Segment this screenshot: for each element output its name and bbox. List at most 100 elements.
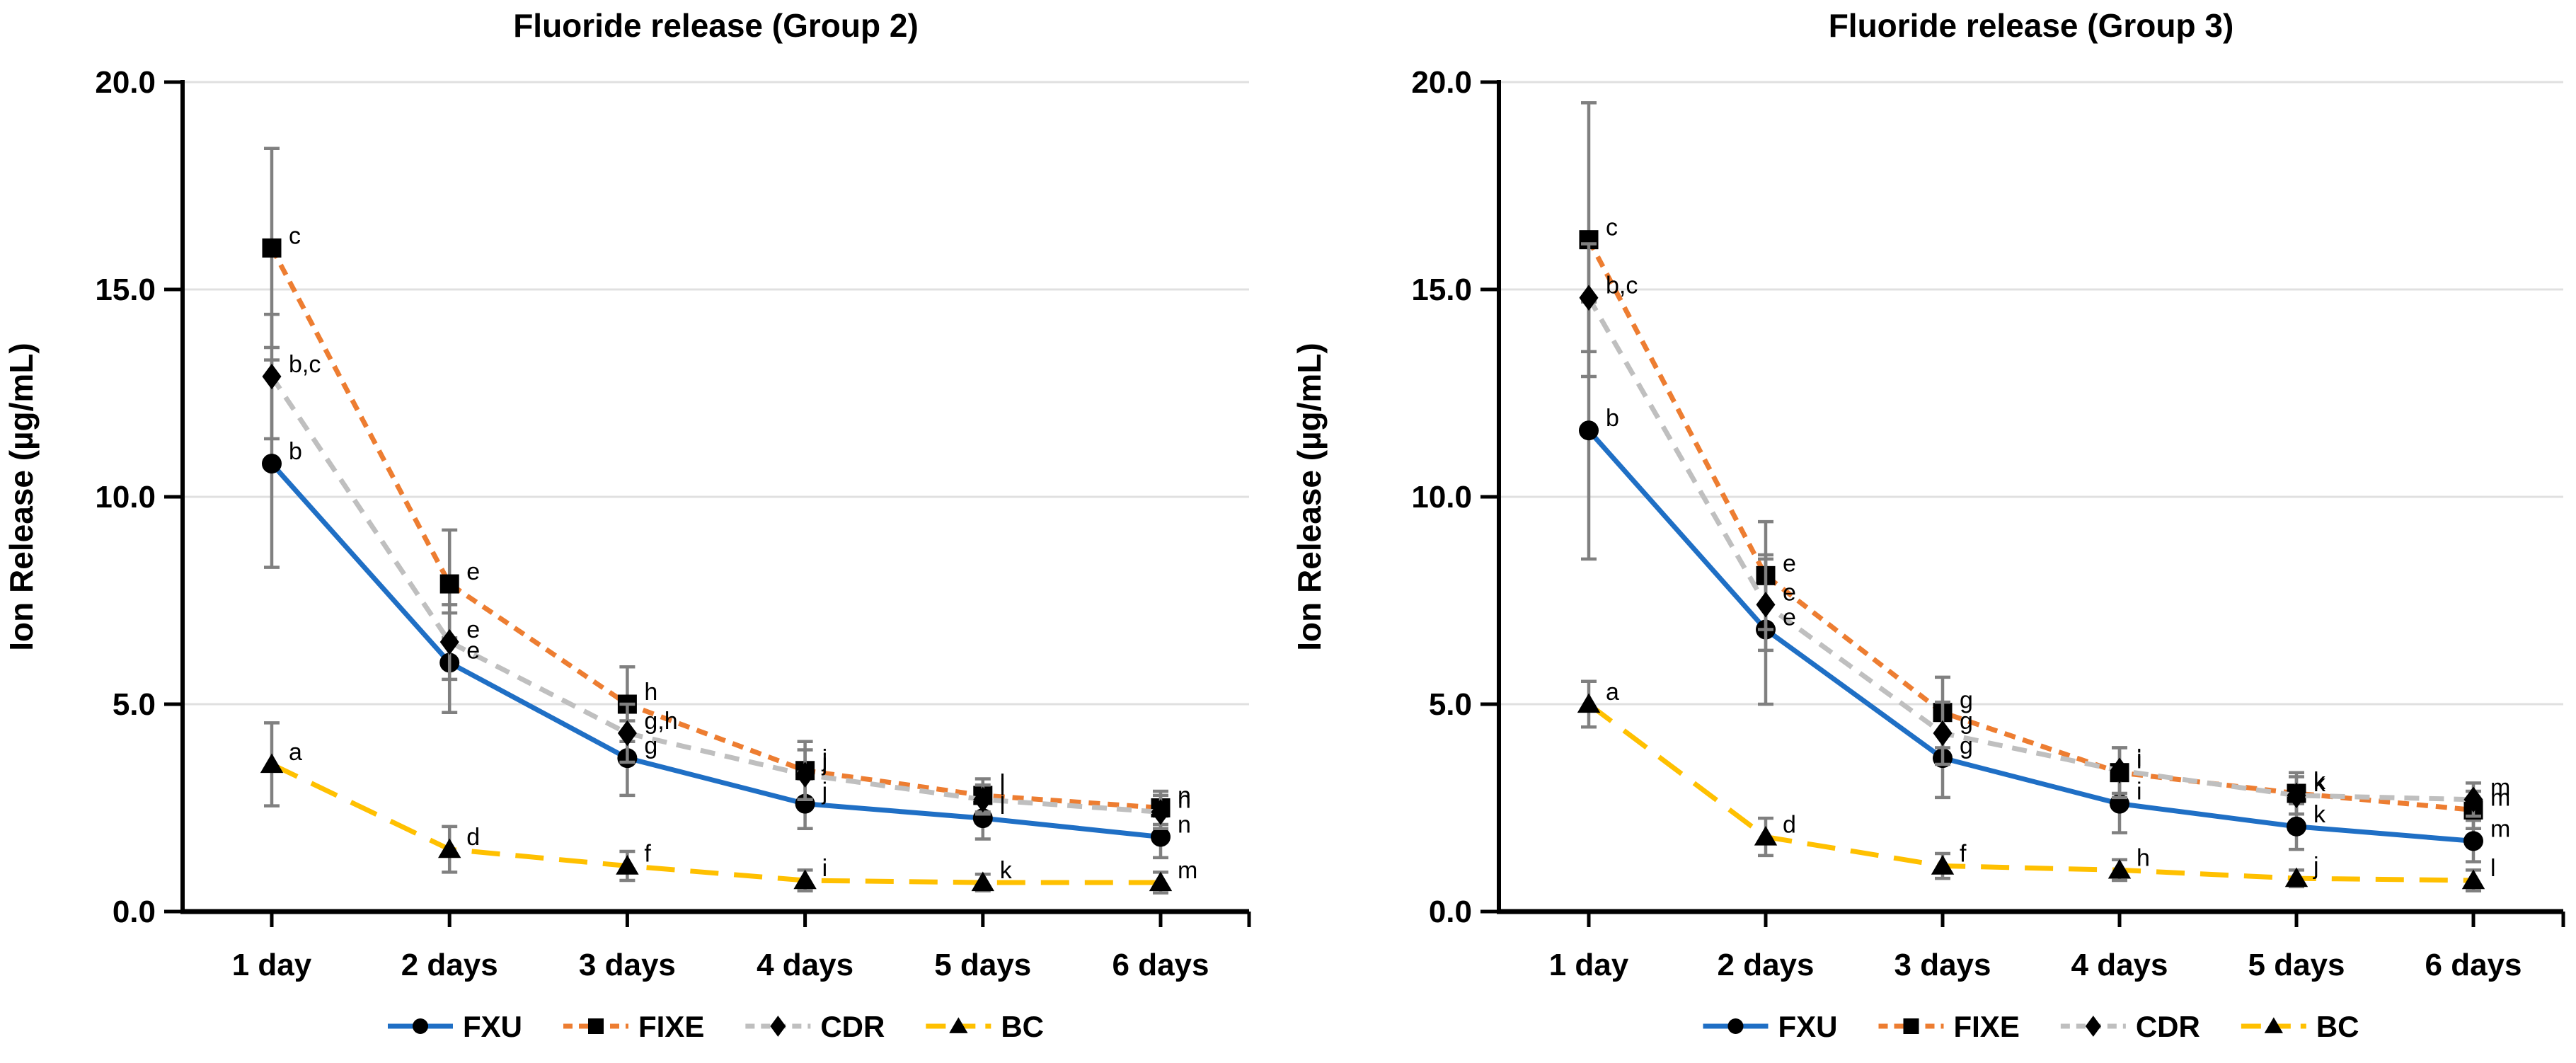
point-label: e	[466, 558, 480, 585]
point-label: l	[1000, 793, 1006, 820]
point-label: g	[1960, 708, 1973, 735]
legend-marker-diamond	[770, 1016, 786, 1037]
y-tick-label: 15.0	[1411, 272, 1472, 307]
point-label: g,h	[644, 708, 677, 735]
data-point-marker-cdr	[2287, 782, 2306, 809]
y-tick-label: 10.0	[1411, 480, 1472, 515]
point-label: j	[822, 745, 828, 772]
point-label: g	[644, 732, 657, 759]
y-tick-label: 5.0	[113, 687, 156, 722]
legend-label: FIXE	[638, 1010, 704, 1043]
point-label: f	[644, 841, 651, 868]
legend-item-bc: BC	[926, 1010, 1044, 1043]
data-point-marker-bc	[2108, 858, 2132, 879]
legend-marker-square	[587, 1018, 604, 1034]
data-point-marker-cdr	[1933, 720, 1953, 747]
x-tick-label: 3 days	[1894, 948, 1991, 982]
data-point-marker-fxu	[262, 454, 282, 474]
point-label: j	[2313, 853, 2319, 880]
point-label: i	[822, 855, 828, 882]
data-point-marker-cdr	[2110, 757, 2129, 783]
series-line-cdr	[270, 375, 1161, 815]
point-label: h	[644, 679, 657, 706]
point-label: e	[1783, 579, 1796, 606]
point-label: i	[2137, 747, 2142, 774]
point-label: m	[2490, 774, 2510, 801]
legend-marker-triangle	[949, 1017, 968, 1033]
y-tick-label: 20.0	[95, 65, 156, 100]
point-label: b,c	[289, 351, 321, 378]
y-tick-label: 15.0	[95, 272, 156, 307]
legend-item-bc: BC	[2241, 1010, 2359, 1043]
point-label: l	[2490, 855, 2496, 882]
series-line-fxu	[1587, 428, 2474, 844]
legend-label: FIXE	[1953, 1010, 2019, 1043]
legend-marker-circle	[1727, 1018, 1744, 1034]
point-label: n	[1178, 786, 1191, 813]
x-tick-label: 5 days	[934, 948, 1031, 982]
point-label: k	[2313, 768, 2326, 795]
data-point-marker-fxu	[2463, 831, 2483, 851]
series-line-fxu	[270, 461, 1161, 840]
x-tick-label: 5 days	[2248, 948, 2345, 982]
data-point-marker-cdr	[1756, 592, 1776, 618]
x-tick-label: 6 days	[1112, 948, 1209, 982]
y-tick-label: 10.0	[95, 480, 156, 515]
x-tick-label: 6 days	[2425, 948, 2522, 982]
data-point-marker-bc	[2284, 867, 2308, 887]
y-tick-label: 0.0	[1429, 895, 1472, 929]
point-label: j	[822, 778, 828, 805]
point-label: c	[289, 222, 301, 249]
legend-label: BC	[2316, 1010, 2359, 1043]
point-label: n	[1178, 812, 1191, 839]
point-label: e	[1783, 604, 1796, 631]
x-tick-label: 1 day	[1549, 948, 1629, 982]
legend-label: FXU	[463, 1010, 522, 1043]
point-label: f	[1960, 841, 1967, 868]
point-label: d	[1783, 812, 1796, 839]
data-point-marker-bc	[438, 838, 461, 858]
data-point-marker-fixe	[262, 238, 282, 258]
point-label: d	[466, 824, 480, 851]
data-point-marker-bc	[1577, 693, 1601, 713]
legend-item-fxu: FXU	[387, 1010, 522, 1043]
legend-label: CDR	[820, 1010, 885, 1043]
legend-marker-diamond	[2085, 1016, 2101, 1037]
chart-group3-canvas: 0.0 5.0 10.0 15.0 20.0 1 day 2 days 3 days 4 day…	[1291, 7, 2565, 1043]
data-point-marker-bc	[1931, 855, 1955, 875]
data-point-marker-fxu	[2287, 816, 2306, 837]
legend-label: BC	[1001, 1010, 1044, 1043]
legend-marker-circle	[412, 1018, 428, 1034]
data-point-marker-bc	[793, 869, 817, 890]
series-line-cdr	[1586, 296, 2474, 803]
point-label: a	[1606, 679, 1619, 706]
point-label: e	[1783, 550, 1796, 577]
data-point-marker-bc	[1754, 825, 1778, 846]
point-label: k	[2313, 770, 2326, 797]
point-label: i	[2137, 778, 2142, 805]
chart-title: Fluoride release (Group 2)	[513, 7, 919, 44]
series-line-fixe	[1586, 239, 2474, 812]
data-point-marker-cdr	[1151, 799, 1171, 825]
point-label: b,c	[1606, 272, 1638, 299]
chart-panel-group2: 0.0 5.0 10.0 15.0 20.0 1 day 2 days 3 days 4 day…	[3, 7, 1251, 1043]
point-label: e	[466, 616, 480, 643]
y-axis-title: Ion Release (µg/mL)	[1291, 343, 1328, 650]
point-label: l	[1000, 774, 1006, 801]
x-tick-label: 4 days	[757, 948, 853, 982]
legend-label: CDR	[2136, 1010, 2200, 1043]
x-tick-label: 2 days	[401, 948, 498, 982]
x-tick-label: 3 days	[579, 948, 676, 982]
data-point-marker-cdr	[2463, 786, 2483, 813]
data-point-marker-fixe	[439, 574, 459, 594]
point-label: m	[1178, 857, 1197, 884]
legend-marker-square	[1903, 1018, 1919, 1034]
x-tick-label: 4 days	[2071, 948, 2168, 982]
point-label: g	[1960, 687, 1973, 714]
point-label: m	[2490, 784, 2510, 811]
chart-title: Fluoride release (Group 3)	[1829, 7, 2234, 44]
data-point-marker-bc	[971, 871, 994, 892]
legend-marker-triangle	[2264, 1017, 2284, 1033]
legend-item-cdr: CDR	[745, 1010, 885, 1043]
data-point-marker-bc	[616, 855, 639, 875]
